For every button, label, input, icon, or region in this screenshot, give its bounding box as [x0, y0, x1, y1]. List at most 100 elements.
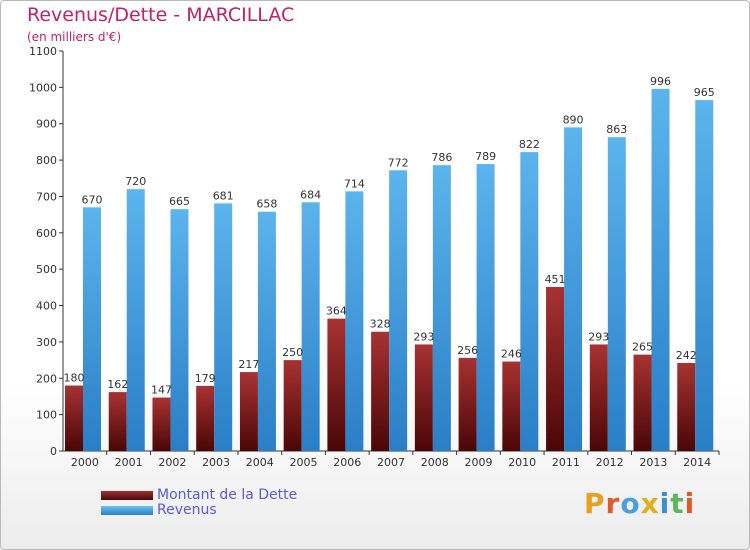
bar-revenue: [607, 137, 626, 451]
bar-revenue: [257, 211, 276, 451]
data-label-debt: 217: [238, 358, 259, 371]
data-label-revenue: 822: [519, 138, 540, 151]
bar-revenue: [170, 209, 189, 451]
logo-letter: P: [584, 487, 606, 520]
x-tick-label: 2006: [333, 456, 361, 469]
legend-label-debt: Montant de la Dette: [157, 487, 298, 503]
data-label-debt: 179: [195, 372, 216, 385]
logo-letter: i: [659, 487, 671, 520]
x-tick-label: 2004: [246, 456, 274, 469]
data-label-debt: 162: [107, 378, 128, 391]
x-tick-label: 2012: [596, 456, 624, 469]
data-label-debt: 265: [632, 341, 653, 354]
data-label-revenue: 681: [213, 189, 234, 202]
bar-revenue: [389, 170, 408, 452]
bar-debt: [239, 372, 258, 451]
x-tick-label: 2010: [508, 456, 536, 469]
logo-letter: t: [670, 487, 685, 520]
bar-revenue: [476, 164, 495, 451]
data-label-revenue: 684: [300, 188, 321, 201]
data-label-revenue: 996: [650, 75, 671, 88]
bar-debt: [458, 357, 477, 451]
y-tick-label: 500: [36, 263, 57, 276]
bar-debt: [414, 344, 433, 451]
data-label-debt: 451: [545, 273, 566, 286]
data-label-revenue: 720: [125, 175, 146, 188]
legend-swatch-debt: [101, 491, 153, 500]
data-label-revenue: 786: [431, 151, 452, 164]
y-tick-label: 1100: [29, 45, 57, 58]
bar-revenue: [651, 88, 670, 452]
bar-debt: [196, 385, 215, 451]
x-tick-label: 2003: [202, 456, 230, 469]
data-label-revenue: 863: [606, 123, 627, 136]
data-label-debt: 242: [676, 349, 697, 362]
bar-debt: [502, 361, 521, 451]
bar-debt: [371, 331, 390, 451]
y-tick-label: 200: [36, 372, 57, 385]
bar-revenue: [126, 189, 145, 451]
logo-letter: x: [640, 487, 660, 520]
y-tick-label: 100: [36, 409, 57, 422]
proxiti-logo: Proxiti: [584, 487, 695, 520]
x-tick-label: 2005: [290, 456, 318, 469]
bar-debt: [108, 392, 127, 451]
bar-revenue: [432, 165, 451, 451]
bar-revenue: [301, 202, 320, 451]
y-tick-label: 900: [36, 118, 57, 131]
bar-debt: [677, 363, 696, 451]
chart-title: Revenus/Dette - MARCILLAC: [27, 4, 295, 26]
x-tick-label: 2013: [639, 456, 667, 469]
y-tick-label: 300: [36, 336, 57, 349]
data-label-revenue: 789: [475, 150, 496, 163]
bar-debt: [546, 287, 565, 451]
bar-revenue: [520, 152, 539, 451]
y-tick-label: 800: [36, 154, 57, 167]
bar-revenue: [695, 100, 714, 451]
legend-swatch-revenue: [101, 506, 153, 515]
x-tick-label: 2007: [377, 456, 405, 469]
logo-letter: r: [605, 487, 621, 520]
y-tick-label: 1000: [29, 81, 57, 94]
data-label-debt: 293: [413, 330, 434, 343]
x-tick-label: 2002: [158, 456, 186, 469]
data-label-debt: 364: [326, 305, 347, 318]
bar-debt: [589, 344, 608, 451]
bar-debt: [283, 360, 302, 451]
data-label-debt: 246: [501, 348, 522, 361]
x-tick-label: 2009: [464, 456, 492, 469]
data-label-revenue: 965: [694, 86, 715, 99]
bar-revenue: [83, 207, 101, 451]
bar-revenue: [345, 191, 364, 451]
bar-debt: [327, 318, 346, 451]
y-tick-label: 0: [50, 445, 57, 458]
x-tick-label: 2008: [421, 456, 449, 469]
legend-label-revenue: Revenus: [157, 502, 217, 518]
x-tick-label: 2000: [71, 456, 99, 469]
data-label-debt: 180: [64, 372, 85, 385]
logo-letter: i: [684, 487, 696, 520]
data-label-revenue: 658: [256, 198, 277, 211]
chart-subtitle: (en milliers d'€): [27, 30, 122, 44]
bar-debt: [65, 385, 83, 451]
bar-debt: [633, 354, 652, 451]
data-label-debt: 293: [588, 330, 609, 343]
y-tick-label: 600: [36, 227, 57, 240]
data-label-debt: 256: [457, 344, 478, 357]
bar-revenue: [214, 203, 233, 451]
data-label-revenue: 714: [344, 177, 365, 190]
data-label-debt: 250: [282, 346, 303, 359]
data-label-debt: 147: [151, 384, 172, 397]
x-tick-label: 2001: [115, 456, 143, 469]
y-tick-label: 700: [36, 190, 57, 203]
data-label-revenue: 670: [82, 193, 103, 206]
data-label-revenue: 665: [169, 195, 190, 208]
y-tick-label: 400: [36, 300, 57, 313]
x-tick-label: 2011: [552, 456, 580, 469]
data-label-revenue: 890: [563, 113, 584, 126]
logo-letter: o: [620, 487, 641, 520]
data-label-debt: 328: [370, 318, 391, 331]
bar-debt: [152, 397, 171, 451]
